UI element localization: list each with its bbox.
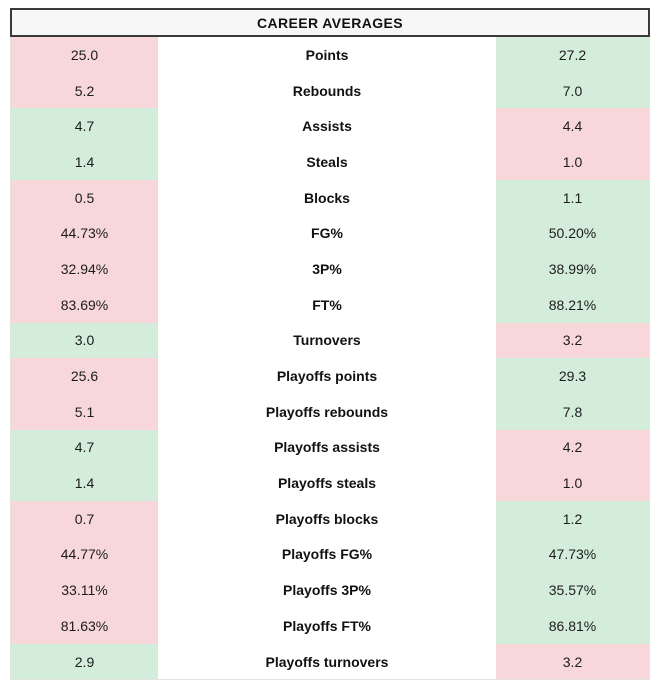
stats-table-body: 25.0 Points 27.2 5.2 Rebounds 7.0 4.7 Assists 4.… [10, 37, 650, 681]
right-player-value: 35.57% [496, 572, 649, 608]
stat-label: Blocks [158, 179, 496, 216]
stat-label: 3P% [158, 251, 496, 287]
right-player-value: 1.1 [496, 179, 649, 216]
table-row: 5.2 Rebounds 7.0 [11, 72, 649, 109]
left-player-value: 32.94% [11, 251, 158, 287]
stat-label: Points [158, 37, 496, 73]
left-player-value: 83.69% [11, 286, 158, 323]
right-player-value: 4.4 [496, 108, 649, 145]
stat-label: Turnovers [158, 322, 496, 359]
left-player-value: 81.63% [11, 608, 158, 644]
right-player-value: 3.2 [496, 643, 649, 680]
left-player-value: 44.77% [11, 536, 158, 573]
table-row: 81.63% Playoffs FT% 86.81% [11, 608, 649, 644]
table-row: 4.7 Assists 4.4 [11, 108, 649, 145]
table-row: 32.94% 3P% 38.99% [11, 251, 649, 287]
right-player-value: 86.81% [496, 608, 649, 644]
stat-label: Assists [158, 108, 496, 145]
table-row: 3.0 Turnovers 3.2 [11, 322, 649, 359]
left-player-value: 1.4 [11, 465, 158, 501]
stat-label: FG% [158, 215, 496, 252]
table-row: 33.11% Playoffs 3P% 35.57% [11, 572, 649, 608]
stat-label: Playoffs FG% [158, 536, 496, 573]
career-averages-table: CAREER AVERAGES 25.0 Points 27.2 5.2 Rebound… [10, 8, 650, 681]
left-player-value: 4.7 [11, 108, 158, 145]
left-player-value: 5.2 [11, 72, 158, 109]
stat-label: Playoffs turnovers [158, 643, 496, 680]
stat-label: Playoffs steals [158, 465, 496, 501]
table-title: CAREER AVERAGES [10, 8, 650, 37]
table-row: 83.69% FT% 88.21% [11, 286, 649, 323]
table-row: 1.4 Steals 1.0 [11, 144, 649, 180]
right-player-value: 27.2 [496, 37, 649, 73]
left-player-value: 1.4 [11, 144, 158, 180]
left-player-value: 0.5 [11, 179, 158, 216]
table-row: 1.4 Playoffs steals 1.0 [11, 465, 649, 501]
left-player-value: 25.6 [11, 358, 158, 394]
left-player-value: 4.7 [11, 429, 158, 466]
right-player-value: 29.3 [496, 358, 649, 394]
table-row: 0.5 Blocks 1.1 [11, 179, 649, 216]
stat-label: Playoffs assists [158, 429, 496, 466]
table-row: 0.7 Playoffs blocks 1.2 [11, 500, 649, 537]
table-row: 44.77% Playoffs FG% 47.73% [11, 536, 649, 573]
right-player-value: 7.8 [496, 393, 649, 430]
right-player-value: 3.2 [496, 322, 649, 359]
stat-label: Playoffs 3P% [158, 572, 496, 608]
table-row: 2.9 Playoffs turnovers 3.2 [11, 643, 649, 680]
right-player-value: 50.20% [496, 215, 649, 252]
left-player-value: 25.0 [11, 37, 158, 73]
table-row: 4.7 Playoffs assists 4.2 [11, 429, 649, 466]
right-player-value: 88.21% [496, 286, 649, 323]
stat-label: Steals [158, 144, 496, 180]
stat-label: Rebounds [158, 72, 496, 109]
left-player-value: 0.7 [11, 500, 158, 537]
left-player-value: 3.0 [11, 322, 158, 359]
right-player-value: 1.0 [496, 144, 649, 180]
right-player-value: 47.73% [496, 536, 649, 573]
table-row: 25.6 Playoffs points 29.3 [11, 358, 649, 394]
right-player-value: 38.99% [496, 251, 649, 287]
stat-label: Playoffs FT% [158, 608, 496, 644]
right-player-value: 1.2 [496, 500, 649, 537]
stat-label: FT% [158, 286, 496, 323]
table-row: 5.1 Playoffs rebounds 7.8 [11, 393, 649, 430]
table-row: 44.73% FG% 50.20% [11, 215, 649, 252]
left-player-value: 33.11% [11, 572, 158, 608]
right-player-value: 1.0 [496, 465, 649, 501]
left-player-value: 44.73% [11, 215, 158, 252]
stat-label: Playoffs points [158, 358, 496, 394]
stat-label: Playoffs rebounds [158, 393, 496, 430]
table-row: 25.0 Points 27.2 [11, 37, 649, 73]
right-player-value: 4.2 [496, 429, 649, 466]
right-player-value: 7.0 [496, 72, 649, 109]
left-player-value: 5.1 [11, 393, 158, 430]
stat-label: Playoffs blocks [158, 500, 496, 537]
left-player-value: 2.9 [11, 643, 158, 680]
